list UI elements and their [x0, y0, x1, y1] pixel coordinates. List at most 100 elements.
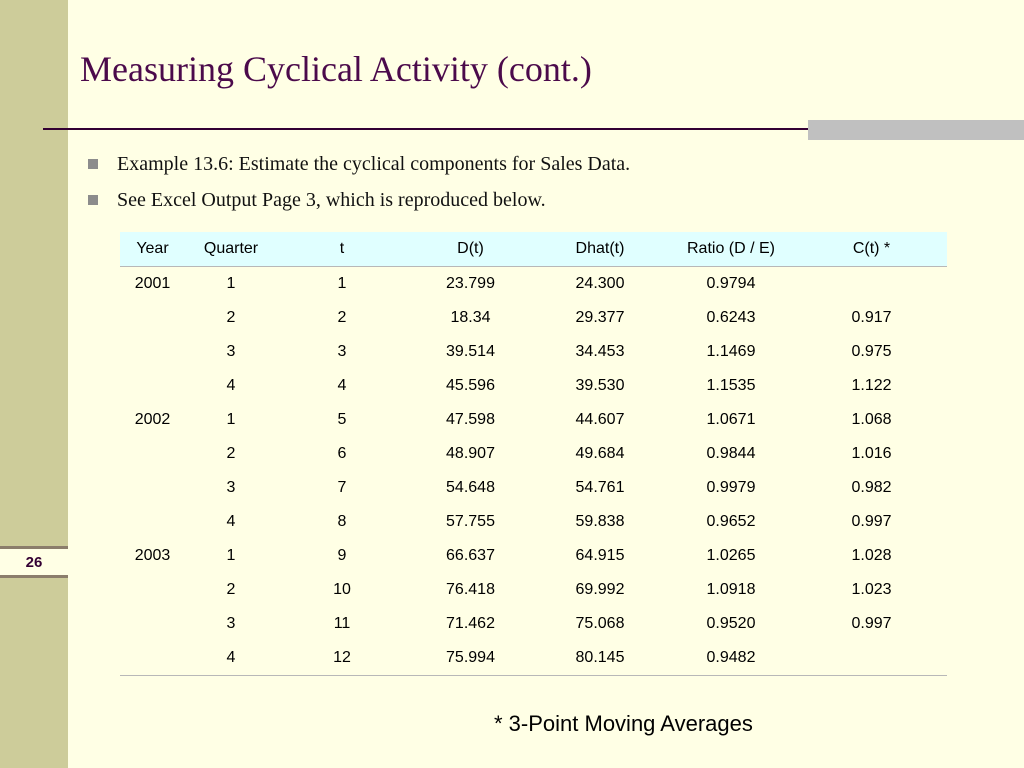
- cell-ratio: 0.9794: [706, 275, 756, 292]
- square-bullet-icon: [88, 195, 98, 205]
- header-d: D(t): [407, 232, 534, 267]
- cyclical-components-table: Year Quarter t D(t) Dhat(t) Ratio (D / E…: [120, 232, 947, 676]
- cell-ratio: 1.0918: [706, 581, 756, 598]
- cell-d: 66.637: [446, 547, 495, 564]
- cell-year: [120, 471, 185, 505]
- cell-dhat: 24.300: [575, 275, 625, 292]
- cell-quarter: 2: [226, 581, 236, 598]
- cell-ratio: 0.9520: [706, 615, 756, 632]
- table-row: 4 12 75.994 80.145 0.9482: [120, 641, 947, 676]
- cell-dhat: 34.453: [575, 343, 625, 360]
- cell-d: 75.994: [407, 641, 534, 676]
- cell-dhat: 29.377: [575, 309, 625, 326]
- cell-year: [120, 607, 185, 641]
- cell-d: 45.596: [446, 377, 495, 394]
- table-row: 4 4 45.596 39.530 1.1535 1.122: [120, 369, 947, 403]
- cell-quarter: 4: [226, 377, 236, 394]
- bullet-item: Example 13.6: Estimate the cyclical comp…: [86, 150, 630, 186]
- cell-quarter: 1: [226, 275, 236, 292]
- table-row: 2002 1 5 47.598 44.607 1.0671 1.068: [120, 403, 947, 437]
- cell-year: [120, 641, 185, 676]
- cell-t: 6: [337, 445, 347, 462]
- cell-t: 3: [337, 343, 347, 360]
- table-body: 2001 1 1 23.799 24.300 0.9794 2 2 18.34 29.377 0.6…: [120, 267, 947, 676]
- slide-number: 26: [0, 546, 68, 578]
- cell-d: 39.514: [446, 343, 495, 360]
- header-ct: C(t) *: [796, 232, 947, 267]
- cell-ct: 0.982: [851, 479, 892, 496]
- table-row: 2 2 18.34 29.377 0.6243 0.917: [120, 301, 947, 335]
- bullet-text: Example 13.6: Estimate the cyclical comp…: [117, 153, 631, 175]
- header-year: Year: [120, 232, 185, 267]
- cell-dhat: 49.684: [575, 445, 625, 462]
- cell-ct: [796, 641, 947, 676]
- cell-t: 2: [337, 309, 347, 326]
- cell-d: 57.755: [446, 513, 495, 530]
- table-row: 4 8 57.755 59.838 0.9652 0.997: [120, 505, 947, 539]
- cell-d: 23.799: [446, 275, 495, 292]
- cell-ct: 1.023: [851, 581, 892, 598]
- cell-quarter: 2: [226, 445, 236, 462]
- cell-dhat: 54.761: [575, 479, 625, 496]
- cell-d: 76.418: [446, 581, 495, 598]
- cell-ratio: 0.9979: [706, 479, 756, 496]
- cell-t: 11: [333, 615, 351, 632]
- cell-year: 2001: [134, 275, 171, 292]
- header-quarter: Quarter: [185, 232, 277, 267]
- cell-d: 48.907: [446, 445, 495, 462]
- cell-quarter: 3: [226, 479, 236, 496]
- cell-d: 47.598: [446, 411, 495, 428]
- cell-year: 2002: [134, 411, 171, 428]
- cell-ratio: 1.0265: [706, 547, 756, 564]
- cell-ct: [796, 267, 947, 302]
- cell-t: 12: [277, 641, 407, 676]
- bullet-list: Example 13.6: Estimate the cyclical comp…: [86, 150, 630, 222]
- cell-year: [120, 369, 185, 403]
- cell-quarter: 2: [226, 309, 236, 326]
- slide-title: Measuring Cyclical Activity (cont.): [80, 49, 592, 89]
- cell-ratio: 0.9844: [706, 445, 756, 462]
- cell-quarter: 3: [226, 615, 236, 632]
- table-header-row: Year Quarter t D(t) Dhat(t) Ratio (D / E…: [120, 232, 947, 267]
- cell-quarter: 1: [226, 547, 236, 564]
- cell-d: 54.648: [446, 479, 495, 496]
- table-row: 3 7 54.648 54.761 0.9979 0.982: [120, 471, 947, 505]
- cell-year: [120, 505, 185, 539]
- cell-dhat: 64.915: [575, 547, 625, 564]
- cell-t: 7: [337, 479, 347, 496]
- cell-ct: 0.997: [851, 615, 892, 632]
- cell-dhat: 44.607: [575, 411, 625, 428]
- table-row: 3 3 39.514 34.453 1.1469 0.975: [120, 335, 947, 369]
- title-accent-bar: [808, 120, 1024, 140]
- cell-ct: 0.997: [851, 513, 892, 530]
- cell-ct: 1.122: [851, 377, 892, 394]
- cell-dhat: 75.068: [575, 615, 625, 632]
- cell-quarter: 1: [226, 411, 236, 428]
- cell-t: 9: [337, 547, 347, 564]
- cell-ct: 0.917: [851, 309, 892, 326]
- cell-t: 10: [333, 581, 351, 598]
- cell-dhat: 59.838: [575, 513, 625, 530]
- header-ratio: Ratio (D / E): [666, 232, 796, 267]
- table-row: 2001 1 1 23.799 24.300 0.9794: [120, 267, 947, 302]
- cell-dhat: 69.992: [575, 581, 625, 598]
- cell-ratio: 0.9482: [666, 641, 796, 676]
- footnote: * 3-Point Moving Averages: [494, 711, 753, 736]
- cell-year: [120, 301, 185, 335]
- bullet-text: See Excel Output Page 3, which is reprod…: [117, 189, 546, 211]
- cell-dhat: 39.530: [575, 377, 625, 394]
- cell-quarter: 4: [185, 641, 277, 676]
- table-row: 2003 1 9 66.637 64.915 1.0265 1.028: [120, 539, 947, 573]
- cell-ratio: 1.1535: [706, 377, 756, 394]
- table-row: 3 11 71.462 75.068 0.9520 0.997: [120, 607, 947, 641]
- cell-year: [120, 437, 185, 471]
- bullet-item: See Excel Output Page 3, which is reprod…: [86, 186, 630, 222]
- cell-quarter: 4: [226, 513, 236, 530]
- cell-year: [120, 573, 185, 607]
- cell-quarter: 3: [226, 343, 236, 360]
- cell-t: 1: [337, 275, 347, 292]
- cell-year: 2003: [134, 547, 171, 564]
- cell-ratio: 0.9652: [706, 513, 756, 530]
- sidebar-band: [0, 0, 68, 768]
- cell-ct: 1.016: [851, 445, 892, 462]
